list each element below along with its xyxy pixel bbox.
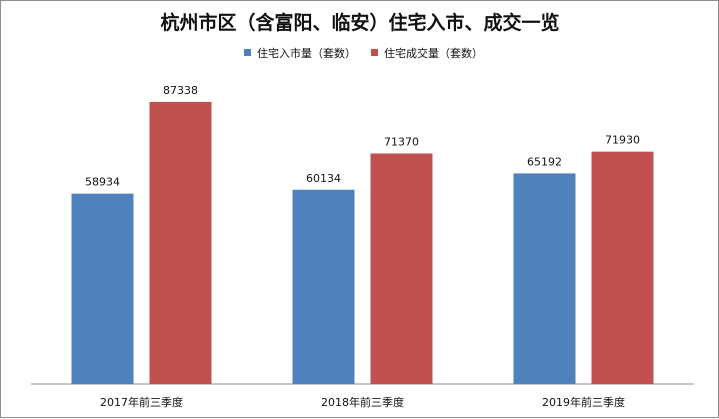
- legend-swatch-housing-supply: [244, 49, 251, 56]
- category-label: 2018年前三季度: [321, 395, 404, 409]
- data-label-series1-cat1: 58934: [85, 176, 120, 189]
- legend: 住宅入市量（套数） 住宅成交量（套数）: [244, 46, 483, 60]
- bar-series2-cat1: [149, 101, 212, 385]
- category-label: 2017年前三季度: [100, 395, 183, 409]
- data-label-series1-cat3: 65192: [527, 155, 562, 168]
- bar-series1-cat2: [292, 189, 355, 384]
- legend-swatch-housing-sales: [371, 49, 378, 56]
- legend-label-housing-supply: 住宅入市量（套数）: [257, 46, 356, 60]
- chart-title: 杭州市区（含富阳、临安）住宅入市、成交一览: [160, 11, 559, 34]
- legend-label-housing-sales: 住宅成交量（套数）: [384, 46, 483, 60]
- data-label-series2-cat3: 71930: [605, 134, 640, 147]
- data-label-series1-cat2: 60134: [306, 172, 341, 185]
- bar-series1-cat1: [71, 193, 134, 384]
- data-labels-group: 58934 87338 60134 71370 65192 71930: [85, 84, 640, 189]
- bar-series1-cat3: [513, 173, 576, 384]
- bar-series2-cat2: [370, 153, 433, 384]
- data-label-series2-cat1: 87338: [163, 84, 198, 97]
- bars-group: [71, 101, 654, 385]
- data-label-series2-cat2: 71370: [384, 135, 419, 148]
- category-labels-group: 2017年前三季度 2018年前三季度 2019年前三季度: [100, 395, 625, 409]
- category-label: 2019年前三季度: [542, 395, 625, 409]
- bar-series2-cat3: [591, 151, 654, 384]
